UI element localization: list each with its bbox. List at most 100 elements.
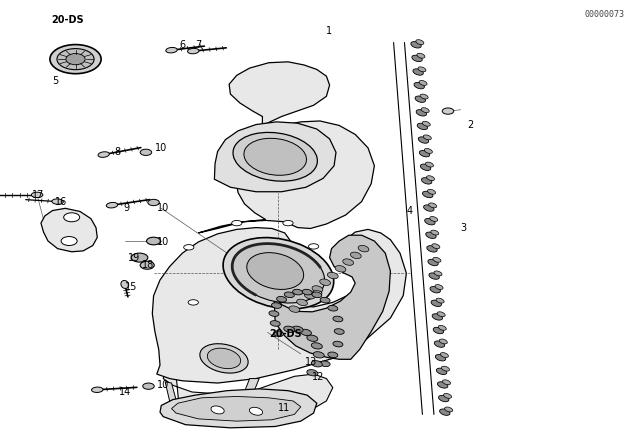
Ellipse shape (411, 42, 421, 48)
Polygon shape (214, 122, 336, 192)
Ellipse shape (250, 407, 262, 415)
Ellipse shape (431, 230, 439, 235)
Ellipse shape (436, 368, 447, 375)
Ellipse shape (442, 108, 454, 114)
Ellipse shape (423, 135, 431, 140)
Text: 13: 13 (305, 357, 317, 366)
Ellipse shape (300, 329, 312, 336)
Text: 1: 1 (326, 26, 333, 36)
Ellipse shape (427, 246, 437, 252)
Ellipse shape (57, 48, 94, 69)
Text: 16: 16 (54, 197, 67, 207)
Text: 10: 10 (155, 143, 168, 153)
Ellipse shape (121, 280, 129, 289)
Ellipse shape (422, 121, 430, 126)
Text: 3: 3 (461, 224, 467, 233)
Ellipse shape (419, 151, 429, 157)
Ellipse shape (422, 178, 432, 184)
Ellipse shape (283, 220, 293, 226)
Ellipse shape (343, 259, 353, 265)
Ellipse shape (131, 253, 148, 262)
Text: 2: 2 (467, 121, 474, 130)
Ellipse shape (284, 292, 294, 297)
Ellipse shape (438, 382, 448, 388)
Polygon shape (163, 370, 333, 419)
Ellipse shape (211, 406, 224, 414)
Ellipse shape (437, 312, 445, 317)
Ellipse shape (439, 339, 447, 344)
Ellipse shape (431, 300, 442, 306)
Ellipse shape (438, 396, 449, 402)
Ellipse shape (307, 335, 318, 341)
Ellipse shape (433, 327, 444, 334)
Ellipse shape (435, 354, 445, 361)
Polygon shape (152, 228, 406, 383)
Ellipse shape (313, 352, 324, 358)
Ellipse shape (270, 321, 280, 326)
Ellipse shape (200, 344, 248, 373)
Ellipse shape (271, 303, 282, 308)
Ellipse shape (426, 162, 433, 167)
Ellipse shape (166, 47, 177, 53)
Ellipse shape (311, 343, 323, 349)
Ellipse shape (334, 329, 344, 334)
Ellipse shape (320, 361, 330, 366)
Ellipse shape (276, 297, 287, 302)
Ellipse shape (440, 409, 450, 415)
Ellipse shape (422, 191, 433, 198)
Ellipse shape (64, 213, 80, 222)
Ellipse shape (140, 149, 152, 155)
Ellipse shape (415, 96, 426, 103)
Ellipse shape (61, 237, 77, 246)
Ellipse shape (429, 203, 436, 208)
Ellipse shape (430, 287, 440, 293)
Ellipse shape (143, 383, 154, 389)
Ellipse shape (335, 266, 346, 272)
Ellipse shape (98, 152, 109, 157)
Polygon shape (274, 235, 390, 359)
Polygon shape (172, 396, 301, 421)
Ellipse shape (432, 314, 442, 320)
Ellipse shape (442, 380, 451, 385)
Text: 14: 14 (119, 387, 132, 397)
Ellipse shape (302, 289, 312, 295)
Ellipse shape (233, 133, 317, 181)
Ellipse shape (311, 361, 323, 367)
Text: 5: 5 (52, 76, 59, 86)
Text: 10: 10 (157, 237, 170, 247)
Ellipse shape (140, 261, 154, 269)
Ellipse shape (414, 82, 424, 89)
Text: 8: 8 (114, 147, 120, 157)
Text: 17: 17 (32, 190, 45, 200)
Ellipse shape (433, 257, 441, 262)
Ellipse shape (424, 149, 433, 153)
Ellipse shape (232, 244, 324, 303)
Ellipse shape (289, 306, 300, 312)
Ellipse shape (50, 44, 101, 73)
Ellipse shape (223, 237, 333, 309)
Ellipse shape (52, 199, 63, 204)
Ellipse shape (435, 284, 443, 289)
Ellipse shape (418, 67, 426, 72)
Text: 7: 7 (195, 40, 202, 50)
Ellipse shape (429, 273, 439, 279)
Ellipse shape (444, 393, 452, 398)
Ellipse shape (92, 387, 103, 392)
Ellipse shape (184, 245, 194, 250)
Text: 6: 6 (179, 40, 186, 50)
Text: 15: 15 (125, 282, 138, 292)
Ellipse shape (328, 272, 338, 279)
Ellipse shape (435, 341, 445, 347)
Ellipse shape (333, 316, 343, 322)
Text: 20-DS: 20-DS (269, 329, 301, 339)
Ellipse shape (333, 341, 343, 347)
Ellipse shape (445, 407, 452, 412)
Ellipse shape (273, 331, 284, 336)
Ellipse shape (432, 244, 440, 249)
Ellipse shape (425, 219, 435, 225)
Ellipse shape (417, 53, 425, 58)
Ellipse shape (421, 108, 429, 112)
Ellipse shape (420, 94, 428, 99)
Polygon shape (41, 208, 97, 252)
Ellipse shape (428, 259, 438, 266)
